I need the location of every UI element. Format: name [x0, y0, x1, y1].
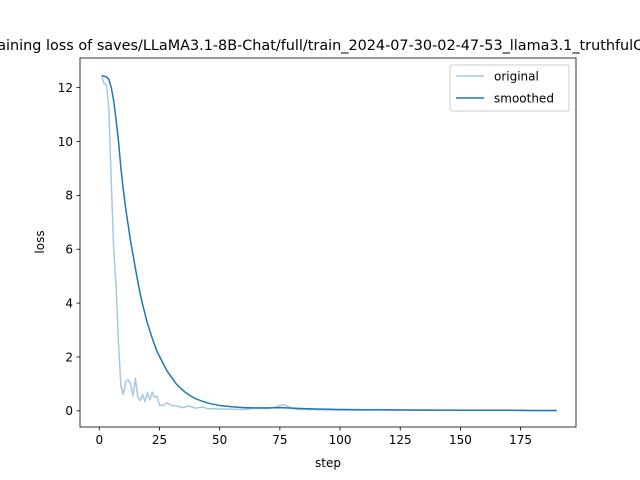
x-tick-label: 75	[272, 433, 287, 447]
legend-label-smoothed: smoothed	[494, 92, 554, 106]
y-tick-label: 0	[65, 404, 73, 418]
legend: original smoothed	[449, 64, 570, 112]
y-tick-label: 6	[65, 243, 73, 257]
series-line-original	[100, 75, 557, 412]
y-tick-label: 10	[58, 135, 73, 149]
series-lines	[100, 74, 557, 412]
y-tick-label: 8	[65, 189, 73, 203]
legend-label-original: original	[494, 70, 539, 84]
y-axis-label: loss	[33, 230, 47, 253]
x-tick-label: 150	[449, 433, 472, 447]
x-axis-label: step	[315, 456, 341, 470]
x-tick-label: 175	[509, 433, 532, 447]
x-tick-label: 25	[152, 433, 167, 447]
chart-title: training loss of saves/LLaMA3.1-8B-Chat/…	[0, 38, 640, 54]
axes-frame	[79, 57, 577, 428]
x-tick-label: 0	[95, 433, 103, 447]
axis-ticks: 0 25 50 75 100 125 150 175 0 2 4 6 8 10 12	[58, 81, 532, 447]
x-tick-label: 100	[329, 433, 352, 447]
y-tick-label: 4	[65, 296, 73, 310]
x-tick-label: 125	[389, 433, 412, 447]
x-tick-label: 50	[212, 433, 227, 447]
y-tick-label: 12	[58, 81, 73, 95]
y-tick-label: 2	[65, 350, 73, 364]
series-line-smoothed	[101, 74, 557, 412]
plot-area: 0 25 50 75 100 125 150 175 0 2 4 6 8 10 12	[58, 57, 577, 447]
